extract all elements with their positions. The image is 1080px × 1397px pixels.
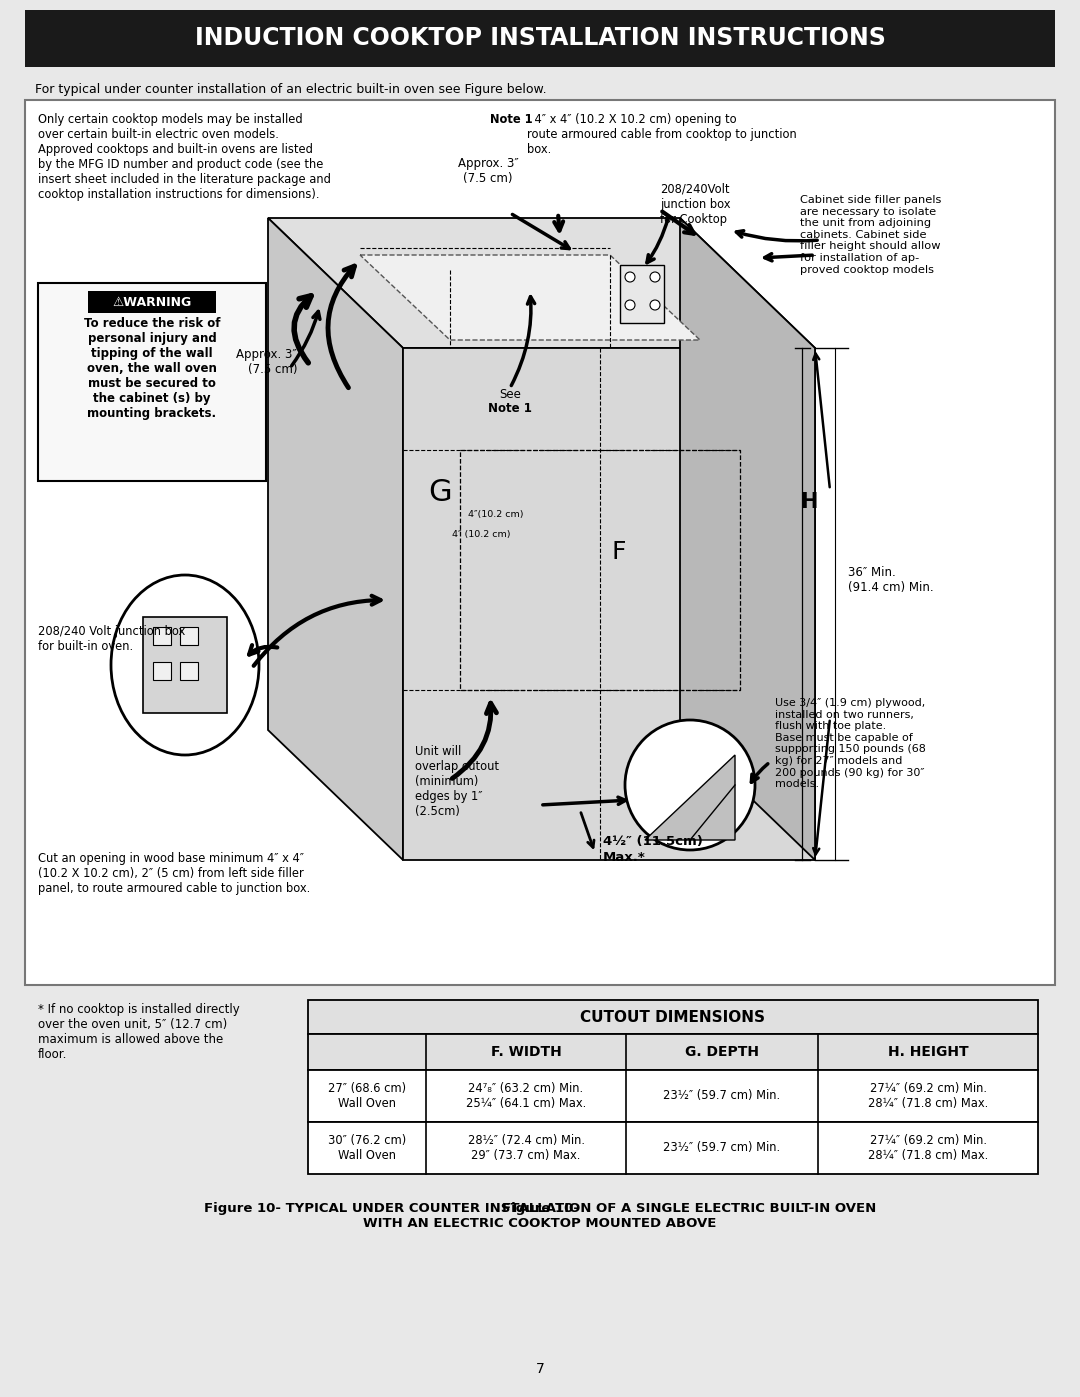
Text: F. WIDTH: F. WIDTH	[490, 1045, 562, 1059]
Text: Note 1: Note 1	[490, 113, 532, 126]
Text: Figure 10- TYPICAL UNDER COUNTER INSTALLATION OF A SINGLE ELECTRIC BUILT-IN OVEN: Figure 10- TYPICAL UNDER COUNTER INSTALL…	[204, 1201, 876, 1229]
Text: INDUCTION COOKTOP INSTALLATION INSTRUCTIONS: INDUCTION COOKTOP INSTALLATION INSTRUCTI…	[194, 27, 886, 50]
Text: 23½″ (59.7 cm) Min.: 23½″ (59.7 cm) Min.	[663, 1090, 781, 1102]
Text: To reduce the risk of
personal injury and
tipping of the wall
oven, the wall ove: To reduce the risk of personal injury an…	[84, 317, 220, 420]
Text: 27¼″ (69.2 cm) Min.
28¼″ (71.8 cm) Max.: 27¼″ (69.2 cm) Min. 28¼″ (71.8 cm) Max.	[868, 1083, 988, 1111]
Bar	[308, 1000, 1038, 1034]
Text: 23½″ (59.7 cm) Min.: 23½″ (59.7 cm) Min.	[663, 1141, 781, 1154]
Text: 208/240Volt
junction box
for Cooktop: 208/240Volt junction box for Cooktop	[660, 183, 730, 226]
Bar	[25, 101, 1055, 985]
Bar	[25, 10, 1055, 67]
Circle shape	[625, 719, 755, 849]
Circle shape	[650, 300, 660, 310]
Text: Approx. 3″
(7.5 cm): Approx. 3″ (7.5 cm)	[237, 348, 297, 376]
Text: 28½″ (72.4 cm) Min.
29″ (73.7 cm) Max.: 28½″ (72.4 cm) Min. 29″ (73.7 cm) Max.	[468, 1134, 584, 1162]
Text: 4″ (10.2 cm): 4″ (10.2 cm)	[453, 529, 511, 539]
Bar	[153, 662, 171, 680]
Ellipse shape	[111, 576, 259, 754]
Text: F: F	[612, 541, 626, 564]
Polygon shape	[360, 256, 700, 339]
Text: Figure 10-: Figure 10-	[501, 1201, 579, 1215]
Text: G. DEPTH: G. DEPTH	[685, 1045, 759, 1059]
Bar	[180, 627, 198, 645]
Bar	[38, 284, 266, 481]
Text: Max.*: Max.*	[603, 851, 646, 863]
Bar	[308, 1122, 1038, 1173]
Text: CUTOUT DIMENSIONS: CUTOUT DIMENSIONS	[581, 1010, 766, 1024]
Text: 4½″ (11.5cm): 4½″ (11.5cm)	[603, 835, 703, 848]
Text: 7: 7	[536, 1362, 544, 1376]
Bar	[87, 291, 216, 313]
Bar	[180, 662, 198, 680]
Text: * If no cooktop is installed directly
over the oven unit, 5″ (12.7 cm)
maximum i: * If no cooktop is installed directly ov…	[38, 1003, 240, 1060]
Text: 36″ Min.
(91.4 cm) Min.: 36″ Min. (91.4 cm) Min.	[848, 566, 933, 594]
Text: Use 3/4″ (1.9 cm) plywood,
installed on two runners,
flush with toe plate.
Base : Use 3/4″ (1.9 cm) plywood, installed on …	[775, 698, 926, 789]
Polygon shape	[268, 218, 403, 861]
Text: : 4″ x 4″ (10.2 X 10.2 cm) opening to
route armoured cable from cooktop to junct: : 4″ x 4″ (10.2 X 10.2 cm) opening to ro…	[527, 113, 797, 156]
Bar	[143, 617, 227, 712]
Polygon shape	[268, 218, 815, 348]
Text: 208/240 Volt junction box
for built-in oven.: 208/240 Volt junction box for built-in o…	[38, 624, 186, 652]
Text: ⚠WARNING: ⚠WARNING	[112, 296, 191, 309]
Text: 30″ (76.2 cm)
Wall Oven: 30″ (76.2 cm) Wall Oven	[328, 1134, 406, 1162]
Circle shape	[650, 272, 660, 282]
Text: Cut an opening in wood base minimum 4″ x 4″
(10.2 X 10.2 cm), 2″ (5 cm) from lef: Cut an opening in wood base minimum 4″ x…	[38, 852, 310, 895]
Text: 24⁷₈″ (63.2 cm) Min.
25¼″ (64.1 cm) Max.: 24⁷₈″ (63.2 cm) Min. 25¼″ (64.1 cm) Max.	[465, 1083, 586, 1111]
Bar	[308, 1070, 1038, 1122]
Text: For typical under counter installation of an electric built-in oven see Figure b: For typical under counter installation o…	[35, 82, 546, 96]
Bar	[153, 627, 171, 645]
Text: 4″(10.2 cm): 4″(10.2 cm)	[468, 510, 524, 520]
Circle shape	[625, 272, 635, 282]
Polygon shape	[403, 348, 815, 861]
Text: 27¼″ (69.2 cm) Min.
28¼″ (71.8 cm) Max.: 27¼″ (69.2 cm) Min. 28¼″ (71.8 cm) Max.	[868, 1134, 988, 1162]
Text: Cabinet side filler panels
are necessary to isolate
the unit from adjoining
cabi: Cabinet side filler panels are necessary…	[800, 196, 942, 275]
Text: Approx. 3″
(7.5 cm): Approx. 3″ (7.5 cm)	[458, 156, 518, 184]
Text: Only certain cooktop models may be installed
over certain built-in electric oven: Only certain cooktop models may be insta…	[38, 113, 330, 201]
Text: See: See	[499, 388, 521, 401]
Text: H: H	[800, 492, 818, 511]
Text: Unit will
overlap cutout
(minimum)
edges by 1″
(2.5cm): Unit will overlap cutout (minimum) edges…	[415, 745, 499, 819]
Polygon shape	[680, 218, 815, 861]
Circle shape	[625, 300, 635, 310]
Text: 27″ (68.6 cm)
Wall Oven: 27″ (68.6 cm) Wall Oven	[328, 1083, 406, 1111]
Text: Note 1: Note 1	[488, 402, 532, 415]
Text: H. HEIGHT: H. HEIGHT	[888, 1045, 969, 1059]
Text: G: G	[428, 478, 451, 507]
Polygon shape	[645, 754, 735, 840]
Bar	[620, 265, 664, 323]
Bar	[308, 1034, 1038, 1070]
